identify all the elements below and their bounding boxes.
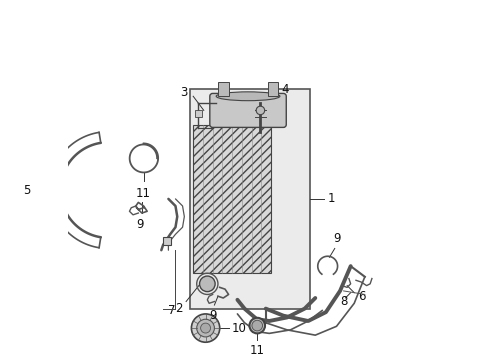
Text: 7: 7 (168, 305, 175, 318)
Circle shape (249, 318, 264, 333)
FancyBboxPatch shape (209, 94, 285, 127)
Bar (195, 111, 202, 117)
Circle shape (191, 314, 219, 342)
Bar (41, 186, 50, 194)
Text: 6: 6 (357, 290, 365, 303)
Bar (163, 237, 171, 245)
Circle shape (251, 320, 262, 331)
Circle shape (256, 106, 264, 114)
Text: 3: 3 (180, 86, 187, 99)
Text: 5: 5 (23, 184, 30, 197)
Bar (267, 82, 278, 96)
Circle shape (199, 276, 215, 292)
Ellipse shape (216, 92, 279, 101)
Text: 1: 1 (327, 192, 334, 206)
Bar (189, 89, 309, 309)
Text: 9: 9 (136, 219, 143, 231)
Bar (193, 125, 270, 273)
Text: 11: 11 (136, 186, 151, 199)
Text: 11: 11 (249, 344, 264, 357)
Text: 4: 4 (281, 83, 288, 96)
Bar (218, 82, 228, 96)
Text: 10: 10 (232, 321, 246, 334)
Text: 9: 9 (332, 232, 340, 245)
Circle shape (196, 319, 214, 337)
Text: 9: 9 (208, 309, 216, 322)
Circle shape (200, 323, 210, 333)
Text: 8: 8 (339, 295, 347, 308)
Text: 2: 2 (175, 302, 183, 315)
